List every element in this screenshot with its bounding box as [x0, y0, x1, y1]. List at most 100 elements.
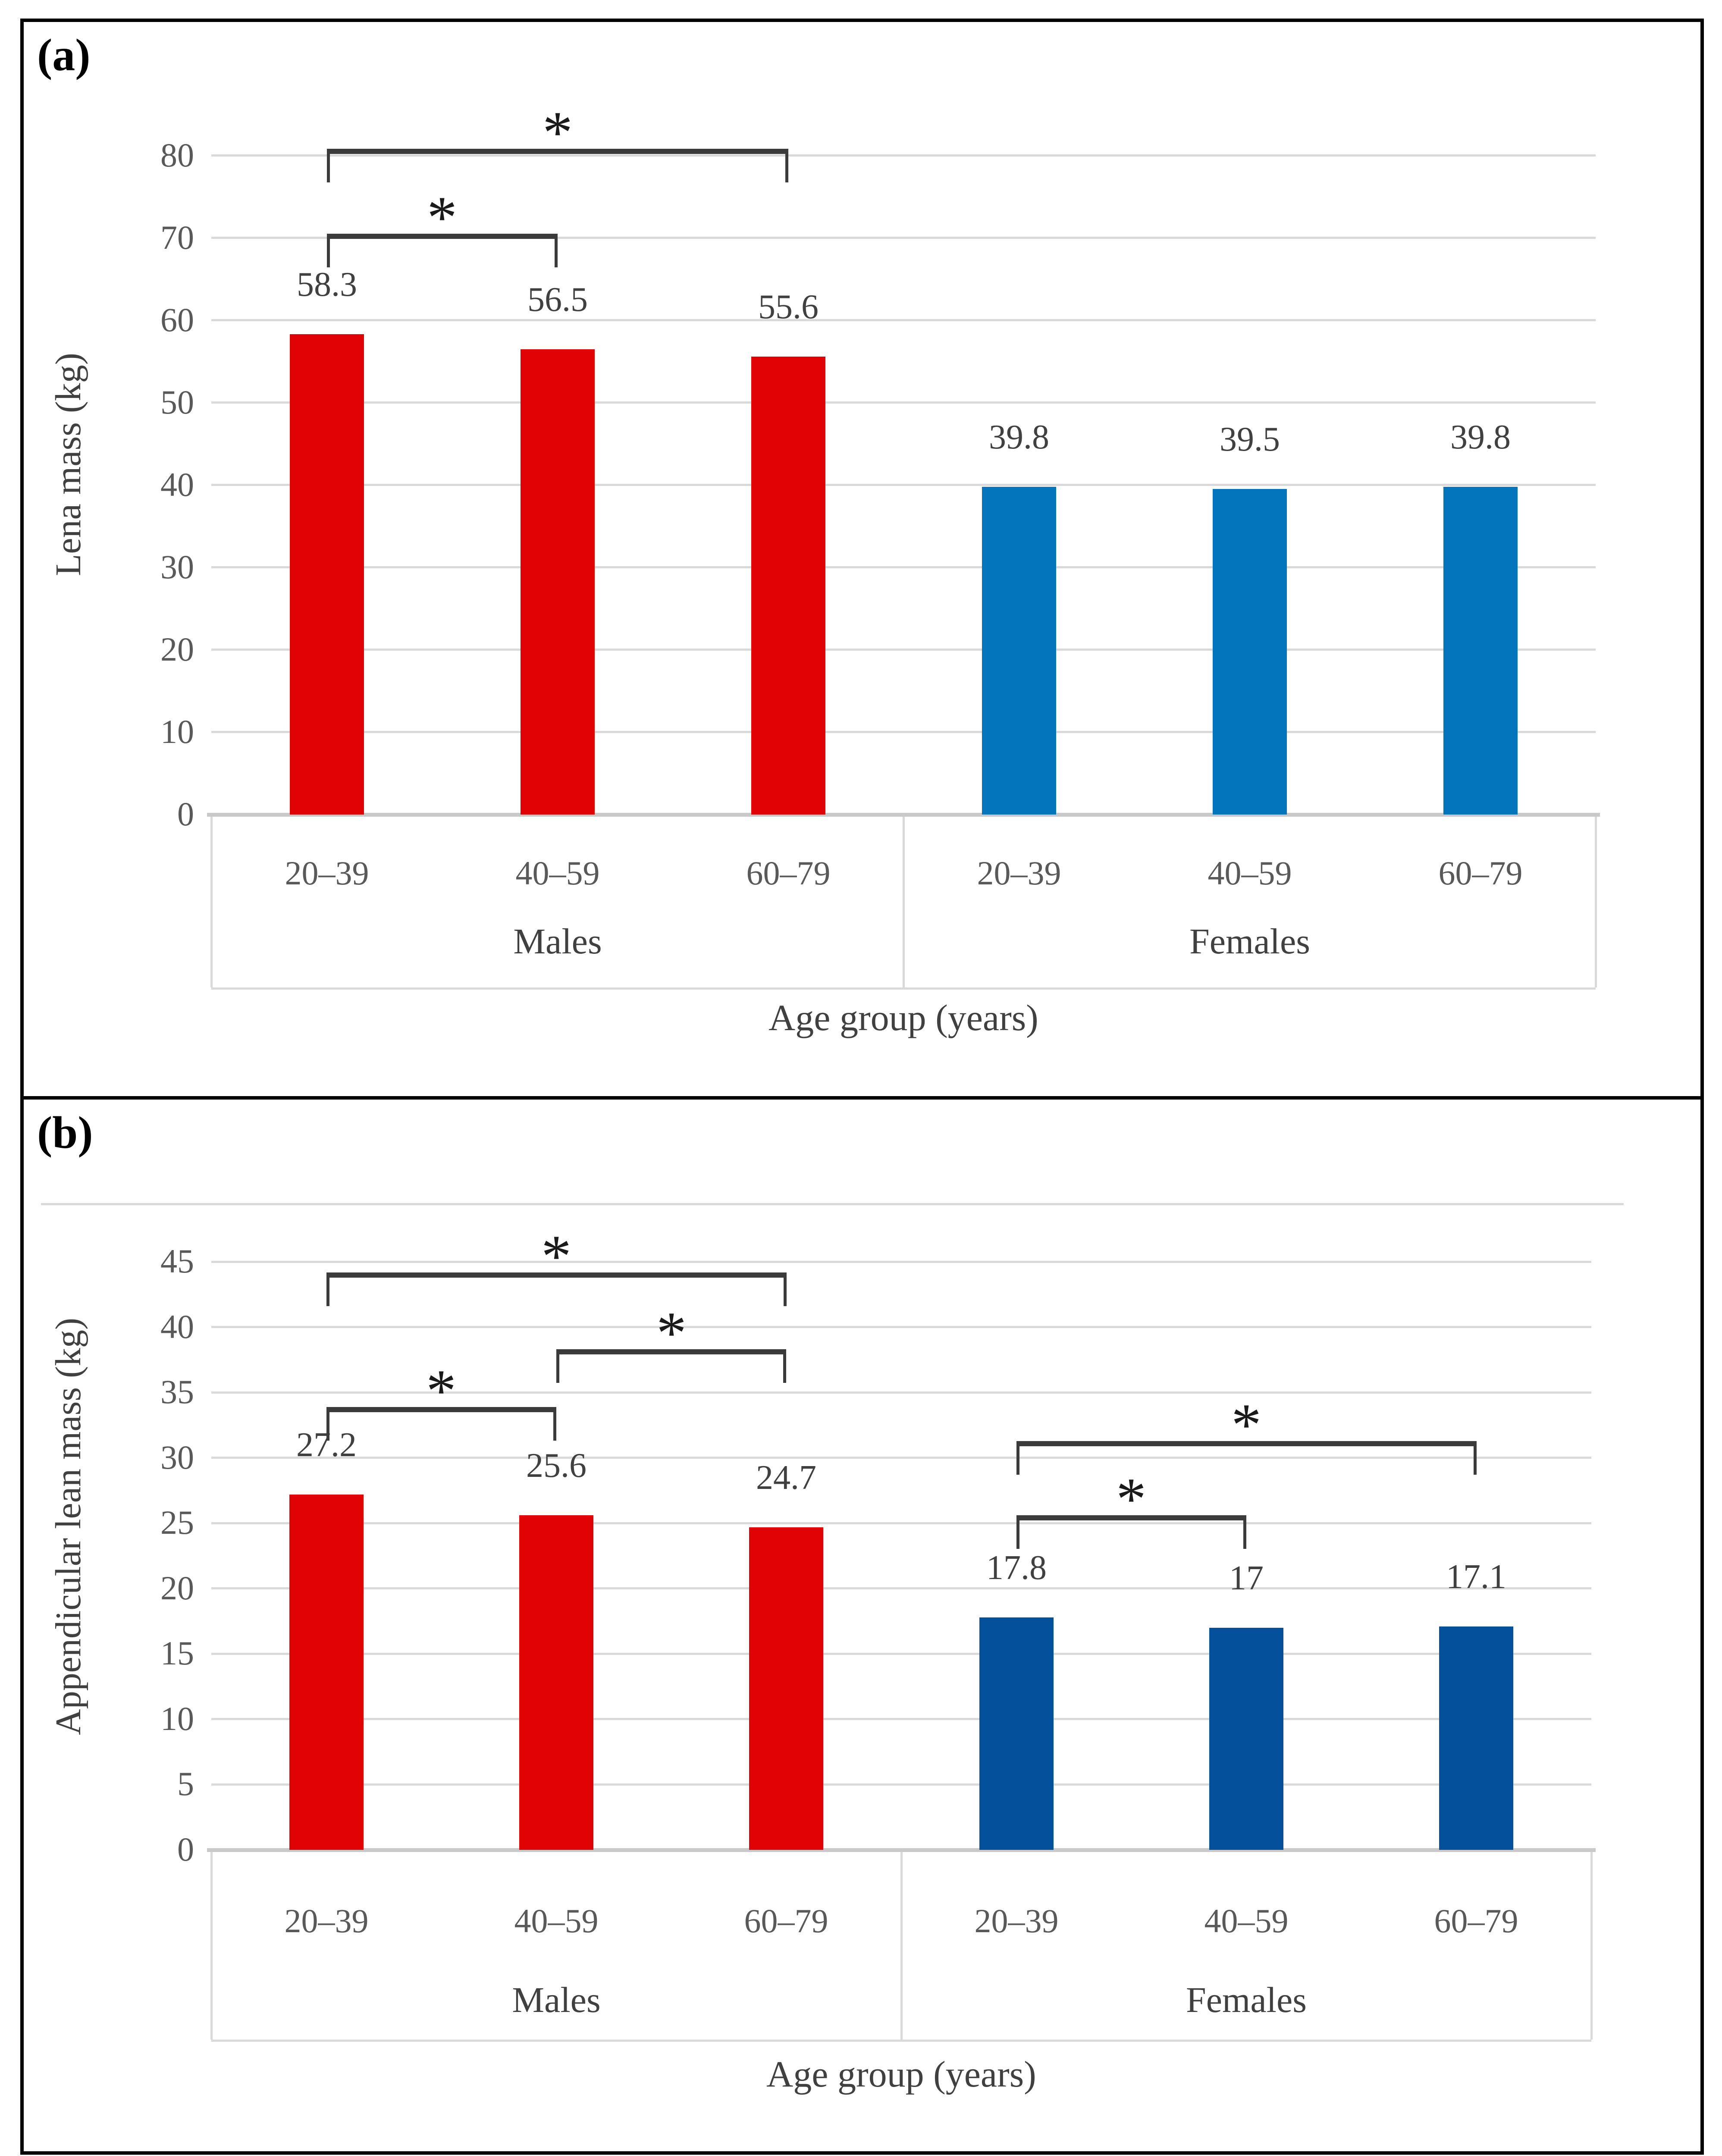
panel-a-ytick-label-20: 20: [160, 630, 194, 668]
panel-b-males-value-label-2: 24.7: [756, 1459, 816, 1497]
panel-a-significance-bracket-1: [327, 234, 558, 267]
panel-b-significance-star-1: *: [656, 1300, 687, 1366]
panel-b-category-box-left-line: [210, 1850, 213, 2040]
panel-b-significance-bracket-3: [1016, 1441, 1477, 1475]
panel-a-males-age-label-0: 20–39: [285, 854, 369, 892]
panel-a-females-value-label-2: 39.8: [1450, 418, 1511, 456]
panel-a-ytick-label-50: 50: [160, 383, 194, 421]
panel-a-significance-star-1: *: [427, 184, 457, 251]
panel-b-females-age-label-0: 20–39: [974, 1902, 1059, 1940]
panel-b-males-bar-0: [289, 1495, 364, 1850]
panel-a-males-value-label-2: 55.6: [758, 288, 819, 326]
panel-b-females-age-label-2: 60–79: [1434, 1902, 1518, 1940]
panel-b-ytick-label-25: 25: [160, 1504, 194, 1541]
panel-a-ytick-label-60: 60: [160, 301, 194, 338]
panel-a-females-age-label-1: 40–59: [1208, 854, 1292, 892]
panel-a-females-bar-2: [1443, 487, 1518, 815]
panel-a-males-age-label-2: 60–79: [746, 854, 831, 892]
panel-a-ytick-label-10: 10: [160, 713, 194, 750]
panel-b-gridline-30: [211, 1457, 1591, 1459]
panel-b-ytick-label-5: 5: [177, 1765, 194, 1802]
panel-b-gridline-20: [211, 1587, 1591, 1589]
panel-b-ytick-label-10: 10: [160, 1700, 194, 1737]
panel-divider-line: [20, 1096, 1704, 1100]
panel-a-gridline-40: [211, 484, 1596, 486]
panel-a-category-box-mid-line: [903, 815, 905, 987]
panel-a-category-box-bottom-line: [211, 987, 1596, 990]
panel-b-ytick-label-45: 45: [160, 1242, 194, 1280]
panel-b-significance-star-0: *: [541, 1223, 571, 1290]
panel-b-gridline-10: [211, 1718, 1591, 1720]
panel-b-significance-star-2: *: [426, 1357, 456, 1424]
panel-b-significance-bracket-0: [326, 1272, 787, 1306]
panel-a-females-bar-0: [982, 487, 1056, 815]
panel-a-group-label-males: Males: [513, 921, 602, 962]
panel-b-gridline-45: [211, 1261, 1591, 1263]
panel-a-significance-bracket-0: [327, 149, 788, 182]
panel-a-males-value-label-0: 58.3: [297, 266, 357, 304]
panel-b-ytick-label-0: 0: [177, 1830, 194, 1868]
panel-b-ytick-label-20: 20: [160, 1569, 194, 1607]
panel-b-ytick-label-30: 30: [160, 1438, 194, 1476]
panel-b-ytick-label-15: 15: [160, 1634, 194, 1672]
panel-b-females-bar-0: [979, 1617, 1054, 1850]
panel-a-females-value-label-0: 39.8: [989, 418, 1049, 456]
panel-b-gridline-5: [211, 1783, 1591, 1786]
panel-b-ytick-label-40: 40: [160, 1308, 194, 1345]
panel-b-significance-bracket-2: [326, 1407, 556, 1441]
panel-a-significance-star-0: *: [543, 99, 573, 166]
panel-b-x-axis-line: [207, 1848, 1596, 1852]
panel-b-significance-bracket-4: [1016, 1515, 1246, 1549]
panel-b-females-bar-2: [1439, 1626, 1513, 1850]
panel-a-group-label-females: Females: [1189, 921, 1310, 962]
panel-b-females-value-label-1: 17: [1229, 1559, 1264, 1597]
panel-a-gridline-10: [211, 731, 1596, 733]
panel-a-males-bar-1: [521, 349, 595, 815]
panel-b-category-box-right-line: [1590, 1850, 1593, 2040]
panel-a-gridline-20: [211, 649, 1596, 651]
panel-b-significance-bracket-1: [556, 1349, 786, 1383]
panel-a-ytick-label-40: 40: [160, 466, 194, 503]
panel-a-males-bar-2: [751, 357, 825, 815]
panel-a-females-age-label-2: 60–79: [1438, 854, 1523, 892]
panel-a-females-age-label-0: 20–39: [977, 854, 1061, 892]
panel-b-letter: (b): [37, 1107, 93, 1158]
panel-a-ytick-label-80: 80: [160, 136, 194, 174]
panel-a-females-bar-1: [1213, 489, 1287, 815]
panel-b-gridline-40: [211, 1326, 1591, 1328]
panel-b-x-axis-title: Age group (years): [766, 2053, 1036, 2095]
panel-a-ytick-label-70: 70: [160, 219, 194, 256]
panel-a-gridline-70: [211, 237, 1596, 239]
panel-a-gridline-80: [211, 154, 1596, 157]
panel-b-males-age-label-2: 60–79: [744, 1902, 828, 1940]
panel-a-y-axis-title: Lena mass (kg): [48, 353, 88, 576]
panel-b-significance-star-4: *: [1116, 1466, 1146, 1532]
panel-b-females-age-label-1: 40–59: [1204, 1902, 1289, 1940]
panel-b-males-age-label-0: 20–39: [284, 1902, 369, 1940]
panel-a-category-box-left-line: [210, 815, 213, 987]
panel-b-males-value-label-1: 25.6: [526, 1447, 587, 1485]
panel-a-letter: (a): [37, 30, 91, 80]
panel-a-females-value-label-1: 39.5: [1220, 420, 1280, 458]
panel-b-ytick-label-35: 35: [160, 1373, 194, 1410]
panel-b-group-label-females: Females: [1186, 1980, 1307, 2020]
panel-a-x-axis-line: [207, 813, 1600, 817]
panel-a-gridline-50: [211, 401, 1596, 404]
panel-b-males-bar-2: [749, 1527, 823, 1850]
panel-b-significance-star-3: *: [1231, 1391, 1261, 1458]
panel-a-ytick-label-30: 30: [160, 548, 194, 586]
panel-b-category-box-bottom-line: [211, 2040, 1591, 2042]
panel-b-gridline-15: [211, 1653, 1591, 1655]
panel-a-males-bar-0: [290, 334, 364, 815]
panel-b-females-value-label-0: 17.8: [986, 1549, 1047, 1587]
panel-a-males-value-label-1: 56.5: [527, 281, 588, 319]
panel-b-females-bar-1: [1209, 1628, 1283, 1850]
panel-a-category-box-right-line: [1595, 815, 1597, 987]
panel-a-ytick-label-0: 0: [177, 795, 194, 833]
figure-border: [20, 19, 1704, 2155]
panel-b-group-label-males: Males: [512, 1980, 601, 2020]
